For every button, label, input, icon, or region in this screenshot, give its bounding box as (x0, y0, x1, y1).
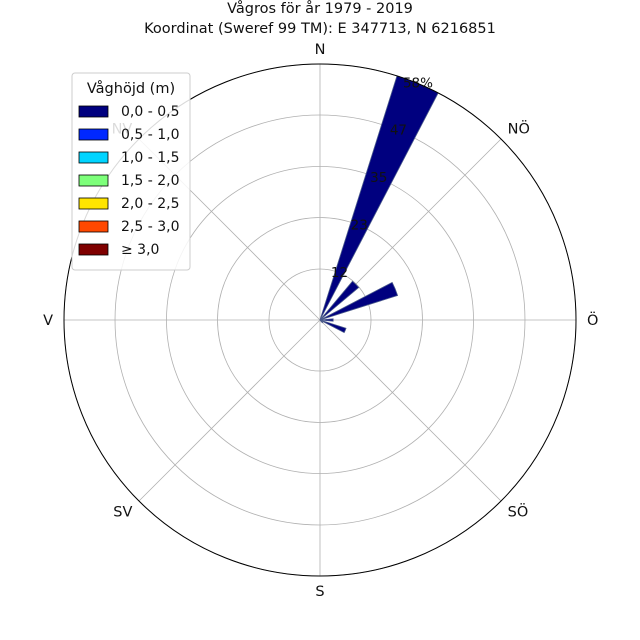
legend: Våghöjd (m) 0,0 - 0,5 0,5 - 1,0 1,0 - 1,5 1… (71, 72, 191, 271)
legend-swatch (78, 197, 109, 210)
wave-bar (319, 281, 399, 321)
legend-label: 2,5 - 3,0 (121, 219, 179, 235)
outer-frame (63, 63, 577, 577)
chart-title: Vågros för år 1979 - 2019 (227, 0, 413, 17)
legend-box (71, 72, 191, 271)
direction-label: SÖ (508, 503, 529, 521)
direction-label: S (315, 584, 324, 600)
legend-swatch (78, 174, 109, 187)
legend-label: 1,5 - 2,0 (121, 173, 179, 189)
direction-label: N (315, 42, 326, 58)
radial-tick-label: 47 (390, 123, 407, 139)
direction-labels: NNÖÖSÖSSVVNV (43, 42, 598, 600)
legend-title: Våghöjd (m) (87, 80, 175, 97)
radial-tick-label: 12 (331, 265, 348, 281)
legend-label: 0,5 - 1,0 (121, 127, 179, 143)
grid-spoke (138, 319, 321, 502)
direction-label: V (43, 313, 53, 329)
wave-bar (319, 280, 360, 321)
legend-swatch (78, 105, 109, 118)
legend-swatch (78, 128, 109, 141)
direction-label: Ö (587, 311, 598, 329)
legend-label: 0,0 - 0,5 (121, 104, 179, 120)
legend-label: 1,0 - 1,5 (121, 150, 179, 166)
legend-items: 0,0 - 0,5 0,5 - 1,0 1,0 - 1,5 1,5 - 2,0 2,0 … (78, 104, 179, 258)
wave-bar (319, 318, 334, 322)
radial-tick-label: 23 (351, 217, 368, 233)
chart-subtitle: Koordinat (Sweref 99 TM): E 347713, N 62… (144, 21, 496, 37)
legend-swatch (78, 220, 109, 233)
wave-bar (319, 319, 324, 324)
direction-label: NÖ (508, 119, 530, 137)
grid-spoke (319, 319, 502, 502)
legend-swatch (78, 151, 109, 164)
wave-bar (319, 319, 347, 334)
legend-label: 2,0 - 2,5 (121, 196, 179, 212)
legend-swatch (78, 243, 109, 256)
direction-label: SV (113, 505, 132, 521)
radial-tick-label: 35 (370, 170, 387, 186)
wave-bar (319, 75, 439, 321)
legend-label: ≥ 3,0 (121, 242, 159, 258)
